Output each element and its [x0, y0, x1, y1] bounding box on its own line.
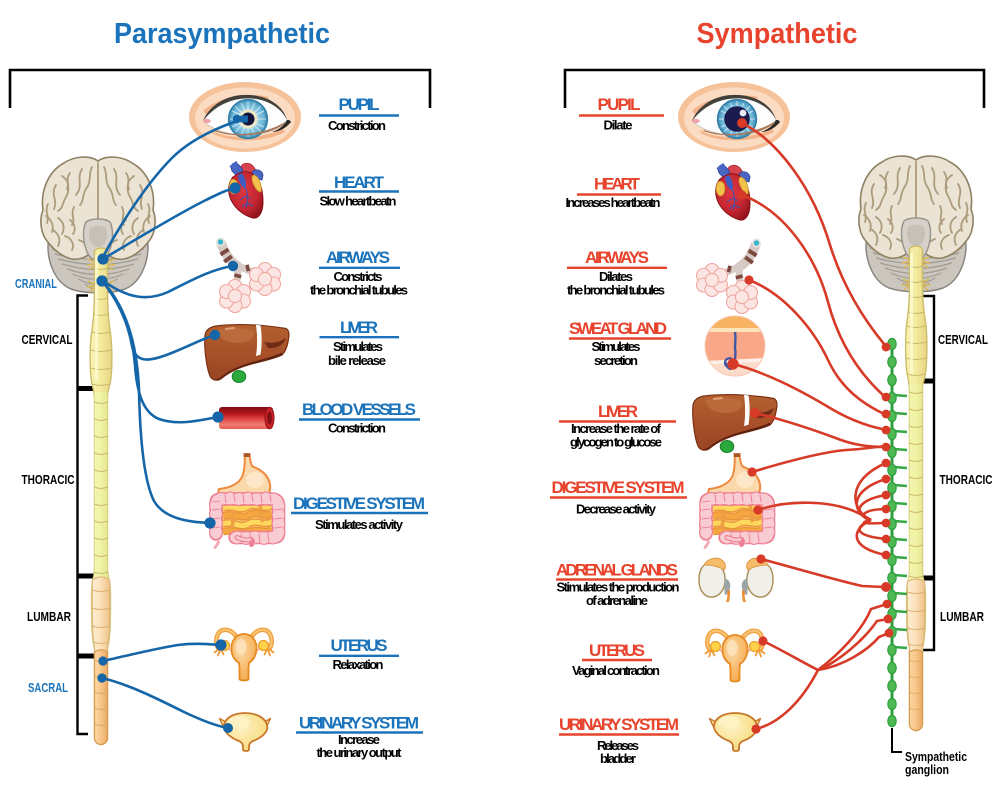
svg-text:Increase: Increase: [338, 732, 380, 747]
svg-text:bladder: bladder: [600, 751, 636, 766]
svg-text:AIRWAYS: AIRWAYS: [585, 248, 649, 267]
svg-text:URINARY SYSTEM: URINARY SYSTEM: [559, 715, 679, 734]
svg-text:Constriction: Constriction: [328, 421, 386, 436]
svg-text:LUMBAR: LUMBAR: [940, 609, 984, 624]
svg-text:ganglion: ganglion: [905, 763, 949, 777]
svg-text:Stimulates activity: Stimulates activity: [315, 517, 404, 532]
svg-text:of adrenaline: of adrenaline: [586, 593, 648, 608]
svg-text:UTERUS: UTERUS: [589, 641, 645, 660]
svg-text:URINARY SYSTEM: URINARY SYSTEM: [299, 714, 419, 733]
svg-text:Dilates: Dilates: [599, 269, 633, 284]
svg-text:Parasympathetic: Parasympathetic: [114, 18, 330, 50]
svg-text:ADRENAL GLANDS: ADRENAL GLANDS: [556, 561, 678, 580]
svg-text:LIVER: LIVER: [340, 318, 378, 337]
svg-text:Stimulates: Stimulates: [592, 339, 641, 354]
svg-text:Slow heartbeatn: Slow heartbeatn: [320, 194, 397, 209]
svg-text:Releases: Releases: [597, 738, 639, 753]
svg-text:Increases heartbeatn: Increases heartbeatn: [566, 195, 661, 210]
svg-text:SACRAL: SACRAL: [28, 680, 68, 695]
svg-text:CRANIAL: CRANIAL: [15, 276, 57, 291]
svg-text:Relaxation: Relaxation: [333, 657, 384, 672]
svg-text:PUPIL: PUPIL: [339, 95, 380, 114]
svg-text:HEART: HEART: [594, 175, 641, 194]
svg-text:THORACIC: THORACIC: [22, 472, 75, 487]
svg-text:HEART: HEART: [334, 173, 385, 192]
svg-text:AIRWAYS: AIRWAYS: [326, 248, 390, 267]
svg-text:CERVICAL: CERVICAL: [22, 332, 73, 347]
svg-text:Constriction: Constriction: [328, 118, 386, 133]
svg-text:THORACIC: THORACIC: [940, 472, 993, 487]
svg-text:UTERUS: UTERUS: [331, 636, 388, 655]
svg-text:DIGESTIVE SYSTEM: DIGESTIVE SYSTEM: [552, 478, 685, 497]
svg-text:Dilate: Dilate: [604, 118, 633, 133]
svg-text:LIVER: LIVER: [598, 402, 638, 421]
svg-text:Constricts: Constricts: [334, 269, 383, 284]
svg-text:the bronchial tubules: the bronchial tubules: [310, 283, 408, 298]
svg-text:PUPIL: PUPIL: [598, 95, 641, 114]
svg-text:Sympathetic: Sympathetic: [697, 18, 858, 50]
svg-text:glycogen to glucose: glycogen to glucose: [570, 435, 662, 450]
svg-text:the bronchial tubules: the bronchial tubules: [567, 283, 665, 298]
svg-text:Stimulates: Stimulates: [333, 339, 383, 354]
svg-text:DIGESTIVE SYSTEM: DIGESTIVE SYSTEM: [293, 494, 425, 513]
svg-text:Stimulates the production: Stimulates the production: [557, 580, 680, 595]
svg-text:LUMBAR: LUMBAR: [27, 609, 71, 624]
svg-text:secretion: secretion: [594, 353, 638, 368]
svg-text:the urinary output: the urinary output: [317, 745, 403, 760]
svg-text:CERVICAL: CERVICAL: [938, 332, 988, 347]
svg-text:Vaginal contraction: Vaginal contraction: [572, 663, 660, 678]
svg-text:Decrease activity: Decrease activity: [576, 502, 657, 517]
svg-text:BLOOD VESSELS: BLOOD VESSELS: [302, 400, 416, 419]
svg-text:Sympathetic: Sympathetic: [905, 750, 967, 764]
svg-text:SWEAT GLAND: SWEAT GLAND: [569, 319, 667, 338]
svg-text:bile release: bile release: [328, 353, 386, 368]
svg-text:Increase the rate of: Increase the rate of: [571, 421, 662, 436]
